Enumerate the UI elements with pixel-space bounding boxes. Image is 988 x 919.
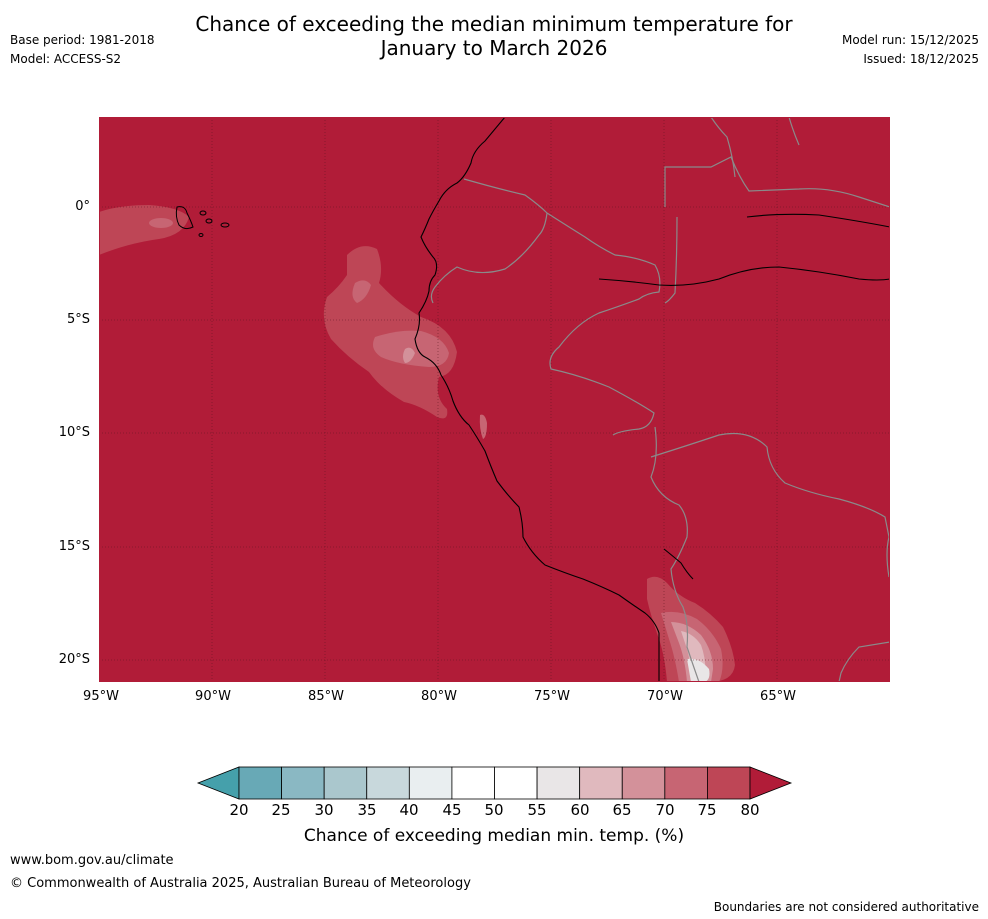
colorbar-segment xyxy=(408,766,453,800)
border-venezuela xyxy=(710,117,736,178)
colorbar-tick: 55 xyxy=(527,801,547,819)
border-peru-colombia-brazil xyxy=(546,212,661,436)
colorbar-tick: 35 xyxy=(357,801,377,819)
island-small xyxy=(205,218,213,224)
patch-galapagos xyxy=(99,205,189,255)
border-bolivia-paraguay xyxy=(838,641,890,682)
colorbar-tick: 30 xyxy=(314,801,334,819)
colorbar-segment xyxy=(366,766,410,800)
island-small xyxy=(198,233,204,237)
colorbar-segment xyxy=(238,766,282,800)
lon-label: 95°W xyxy=(83,689,119,704)
island-small xyxy=(220,222,230,228)
graticule xyxy=(99,117,890,682)
model-name: Model: ACCESS-S2 xyxy=(10,52,122,66)
colorbar-tick: 40 xyxy=(399,801,419,819)
colorbar-segment xyxy=(536,766,581,800)
coastlines xyxy=(414,117,890,682)
coastline-river-north xyxy=(746,213,890,228)
colorbar-tick: 25 xyxy=(271,801,291,819)
colorbar-segment xyxy=(579,766,623,800)
border-bolivia-brazil xyxy=(650,432,890,578)
colorbar-segment xyxy=(707,766,751,800)
map-background xyxy=(99,117,890,682)
border-guyana xyxy=(788,117,800,146)
chart-title: Chance of exceeding the median minimum t… xyxy=(0,12,988,60)
lon-label: 75°W xyxy=(534,689,570,704)
colorbar-tick: 60 xyxy=(570,801,590,819)
footer-url[interactable]: www.bom.gov.au/climate xyxy=(10,853,174,868)
island-isabela xyxy=(175,206,194,230)
patch-peru-small xyxy=(479,414,487,439)
colorbar-tick: 75 xyxy=(697,801,717,819)
colorbar-segments xyxy=(238,766,751,800)
lon-label: 70°W xyxy=(647,689,683,704)
lon-label: 65°W xyxy=(760,689,796,704)
title-line-1: Chance of exceeding the median minimum t… xyxy=(195,12,793,36)
colorbar-tick: 65 xyxy=(612,801,632,819)
colorbar-tick: 20 xyxy=(229,801,249,819)
colorbar-tick: 45 xyxy=(442,801,462,819)
footer-disclaimer: Boundaries are not considered authoritat… xyxy=(713,900,979,914)
lon-label: 85°W xyxy=(308,689,344,704)
colorbar-low-extension xyxy=(196,766,240,800)
forecast-map xyxy=(99,117,890,682)
patch-peru-coast-65 xyxy=(403,347,415,363)
colorbar-high-extension xyxy=(749,766,793,800)
border-peru-bolivia-chile xyxy=(650,426,700,682)
coastline-pacific xyxy=(414,117,660,682)
colorbar-label: Chance of exceeding median min. temp. (%… xyxy=(303,826,685,846)
patch-galapagos-inner xyxy=(149,218,173,228)
coastline-lake-titicaca xyxy=(663,548,694,580)
lat-label: 10°S xyxy=(58,425,90,440)
colorbar-tick: 80 xyxy=(740,801,760,819)
title-line-2: January to March 2026 xyxy=(380,36,608,60)
lon-label: 80°W xyxy=(421,689,457,704)
colorbar-segment xyxy=(664,766,708,800)
map-frame xyxy=(99,117,890,682)
footer-copyright: © Commonwealth of Australia 2025, Austra… xyxy=(10,876,471,891)
colorbar-segment xyxy=(621,766,666,800)
lon-label: 90°W xyxy=(195,689,231,704)
patch-peru-coast-70a xyxy=(352,280,371,303)
colorbar-segment xyxy=(451,766,495,800)
country-borders xyxy=(430,117,890,682)
lat-label: 20°S xyxy=(58,652,90,667)
border-venezuela-brazil xyxy=(664,156,890,208)
island-small xyxy=(199,210,207,216)
probability-patches xyxy=(99,205,735,682)
border-ecuador-colombia xyxy=(430,178,548,304)
colorbar xyxy=(196,766,793,800)
colorbar-segment xyxy=(281,766,325,800)
base-period: Base period: 1981-2018 xyxy=(10,33,155,47)
issued-date: Issued: 18/12/2025 xyxy=(863,52,979,66)
colorbar-tick: 50 xyxy=(484,801,504,819)
colorbar-tick: 70 xyxy=(655,801,675,819)
border-colombia-brazil xyxy=(664,216,678,304)
model-run: Model run: 15/12/2025 xyxy=(841,33,979,47)
lat-label: 0° xyxy=(75,199,90,214)
lat-label: 5°S xyxy=(66,312,90,327)
lat-label: 15°S xyxy=(58,539,90,554)
galapagos-islands xyxy=(175,206,230,237)
coastline-amazon-river xyxy=(598,266,890,286)
colorbar-segment xyxy=(494,766,538,800)
colorbar-segment xyxy=(323,766,368,800)
